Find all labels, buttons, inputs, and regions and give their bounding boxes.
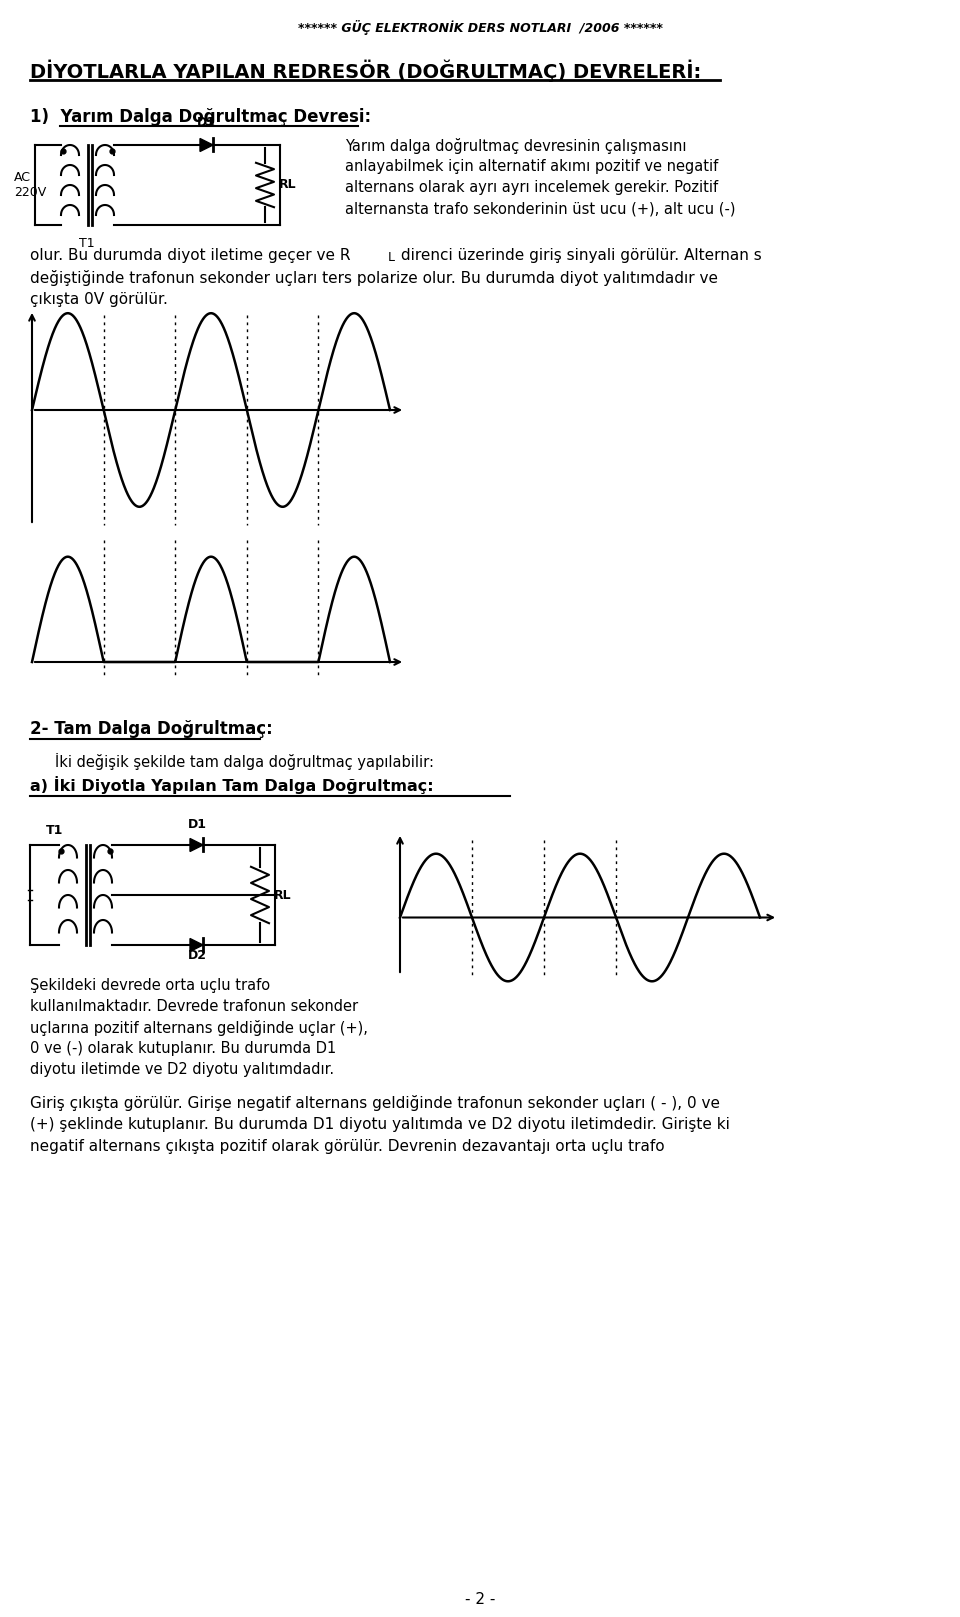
Text: Şekildeki devrede orta uçlu trafo: Şekildeki devrede orta uçlu trafo	[30, 978, 270, 993]
Text: 1)  Yarım Dalga Doğrultmaç Devresi:: 1) Yarım Dalga Doğrultmaç Devresi:	[30, 108, 372, 126]
Text: Yarım dalga doğrultmaç devresinin çalışmasını: Yarım dalga doğrultmaç devresinin çalışm…	[345, 137, 686, 154]
Text: AC
220V: AC 220V	[14, 171, 46, 199]
Text: L: L	[388, 251, 395, 264]
Polygon shape	[190, 839, 203, 852]
Text: D1: D1	[187, 818, 206, 831]
Text: alternans olarak ayrı ayrı incelemek gerekir. Pozitif: alternans olarak ayrı ayrı incelemek ger…	[345, 179, 718, 196]
Text: (+) şeklinde kutuplanır. Bu durumda D1 diyotu yalıtımda ve D2 diyotu iletimdedir: (+) şeklinde kutuplanır. Bu durumda D1 d…	[30, 1117, 730, 1132]
Text: 0 ve (-) olarak kutuplanır. Bu durumda D1: 0 ve (-) olarak kutuplanır. Bu durumda D…	[30, 1041, 336, 1056]
Text: değiştiğinde trafonun sekonder uçları ters polarize olur. Bu durumda diyot yalıt: değiştiğinde trafonun sekonder uçları te…	[30, 270, 718, 286]
Text: olur. Bu durumda diyot iletime geçer ve R: olur. Bu durumda diyot iletime geçer ve …	[30, 247, 350, 264]
Text: çıkışta 0V görülür.: çıkışta 0V görülür.	[30, 293, 168, 307]
Text: RL: RL	[279, 178, 297, 191]
Text: anlayabilmek için alternatif akımı pozitif ve negatif: anlayabilmek için alternatif akımı pozit…	[345, 158, 718, 175]
Text: uçlarına pozitif alternans geldiğinde uçlar (+),: uçlarına pozitif alternans geldiğinde uç…	[30, 1020, 368, 1036]
Text: D1: D1	[197, 116, 215, 129]
Polygon shape	[190, 938, 203, 951]
Text: kullanılmaktadır. Devrede trafonun sekonder: kullanılmaktadır. Devrede trafonun sekon…	[30, 999, 358, 1014]
Polygon shape	[200, 139, 213, 152]
Text: D2: D2	[187, 949, 206, 962]
Text: 2- Tam Dalga Doğrultmaç:: 2- Tam Dalga Doğrultmaç:	[30, 720, 273, 737]
Text: İki değişik şekilde tam dalga doğrultmaç yapılabilir:: İki değişik şekilde tam dalga doğrultmaç…	[55, 754, 434, 770]
Text: T1: T1	[46, 825, 63, 838]
Text: - 2 -: - 2 -	[465, 1593, 495, 1607]
Text: a) İki Diyotla Yapılan Tam Dalga Doğrultmaç:: a) İki Diyotla Yapılan Tam Dalga Doğrult…	[30, 776, 434, 794]
Text: ****** GÜÇ ELEKTRONİK DERS NOTLARI  /2006 ******: ****** GÜÇ ELEKTRONİK DERS NOTLARI /2006…	[298, 19, 662, 36]
Text: negatif alternans çıkışta pozitif olarak görülür. Devrenin dezavantajı orta uçlu: negatif alternans çıkışta pozitif olarak…	[30, 1138, 664, 1155]
Text: diyotu iletimde ve D2 diyotu yalıtımdadır.: diyotu iletimde ve D2 diyotu yalıtımdadı…	[30, 1062, 334, 1077]
Text: alternansta trafo sekonderinin üst ucu (+), alt ucu (-): alternansta trafo sekonderinin üst ucu (…	[345, 201, 735, 217]
Text: direnci üzerinde giriş sinyali görülür. Alternan s: direnci üzerinde giriş sinyali görülür. …	[396, 247, 761, 264]
Text: T1: T1	[79, 238, 95, 251]
Text: DİYOTLARLA YAPILAN REDRESÖR (DOĞRULTMAÇ) DEVRELERİ:: DİYOTLARLA YAPILAN REDRESÖR (DOĞRULTMAÇ)…	[30, 60, 701, 82]
Text: RL: RL	[274, 888, 292, 902]
Text: Giriş çıkışta görülür. Girişe negatif alternans geldiğinde trafonun sekonder uçl: Giriş çıkışta görülür. Girişe negatif al…	[30, 1095, 720, 1111]
